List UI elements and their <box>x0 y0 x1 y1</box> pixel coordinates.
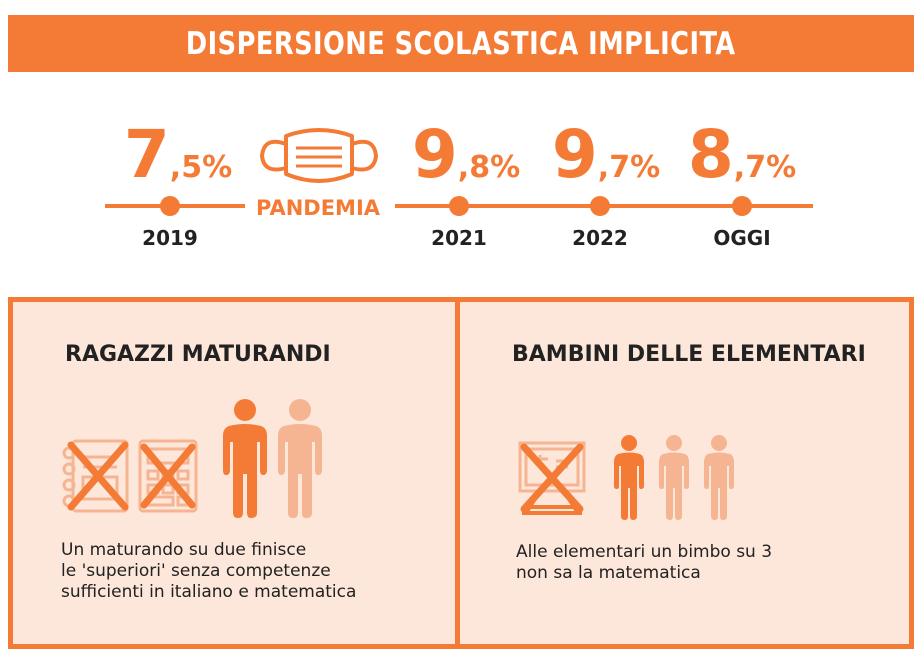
panel-elementari: BAMBINI DELLE ELEMENTARI <box>455 297 914 649</box>
pandemic-label: PANDEMIA <box>255 196 381 220</box>
text-line: sufficienti in italiano e matematica <box>61 582 357 602</box>
year-2021: 2021 <box>431 226 487 250</box>
year-2022: 2022 <box>572 226 628 250</box>
child-icon <box>704 435 734 520</box>
page-title: DISPERSIONE SCOLASTICA IMPLICITA <box>186 25 736 62</box>
value-2021: 9,8% <box>412 122 520 188</box>
timeline-dot-2021 <box>449 196 469 216</box>
panel-maturandi: RAGAZZI MATURANDI <box>8 297 460 649</box>
panel-text-elementari: Alle elementari un bimbo su 3 non sa la … <box>516 542 896 584</box>
title-banner: DISPERSIONE SCOLASTICA IMPLICITA <box>8 15 914 72</box>
year-2019: 2019 <box>142 226 198 250</box>
person-icon <box>223 399 267 518</box>
person-icon <box>278 399 322 518</box>
timeline: 7,5% 2019 PANDEMIA 9,8% 2021 9,7% 2022 8… <box>0 80 921 270</box>
child-icon <box>659 435 689 520</box>
value-oggi: 8,7% <box>688 122 796 188</box>
value-2021-int: 9 <box>411 116 458 193</box>
value-oggi-dec: ,7% <box>733 150 797 185</box>
text-line: le 'superiori' senza competenze <box>61 561 331 581</box>
child-icon <box>614 435 644 520</box>
panel-title-elementari: BAMBINI DELLE ELEMENTARI <box>512 342 866 367</box>
crossed-calculator-icon <box>138 439 198 513</box>
value-2022-int: 9 <box>551 116 598 193</box>
timeline-dot-2019 <box>160 196 180 216</box>
text-line: non sa la matematica <box>516 563 701 583</box>
crossed-blackboard-icon <box>518 441 586 515</box>
timeline-dot-oggi <box>732 196 752 216</box>
value-2022-dec: ,7% <box>597 150 661 185</box>
value-oggi-int: 8 <box>687 116 734 193</box>
value-2022: 9,7% <box>552 122 660 188</box>
timeline-dot-2022 <box>590 196 610 216</box>
panel-title-maturandi: RAGAZZI MATURANDI <box>65 342 331 367</box>
value-2021-dec: ,8% <box>457 150 521 185</box>
value-2019-dec: ,5% <box>169 150 233 185</box>
value-2019-int: 7 <box>123 116 170 193</box>
text-line: Alle elementari un bimbo su 3 <box>516 542 773 562</box>
panel-text-maturandi: Un maturando su due finisce le 'superior… <box>61 540 451 603</box>
face-mask-icon <box>259 128 379 183</box>
value-2019: 7,5% <box>124 122 232 188</box>
crossed-notebook-icon <box>62 439 129 513</box>
year-oggi: OGGI <box>713 226 771 250</box>
text-line: Un maturando su due finisce <box>61 540 307 560</box>
